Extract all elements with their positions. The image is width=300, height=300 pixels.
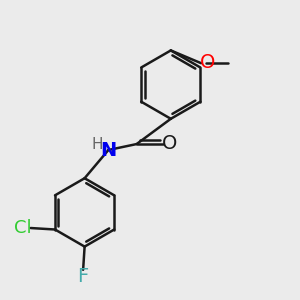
Text: O: O: [162, 134, 178, 153]
Text: H: H: [91, 137, 103, 152]
Text: N: N: [100, 140, 116, 160]
Text: Cl: Cl: [14, 219, 31, 237]
Text: F: F: [77, 267, 89, 286]
Text: O: O: [200, 52, 215, 71]
